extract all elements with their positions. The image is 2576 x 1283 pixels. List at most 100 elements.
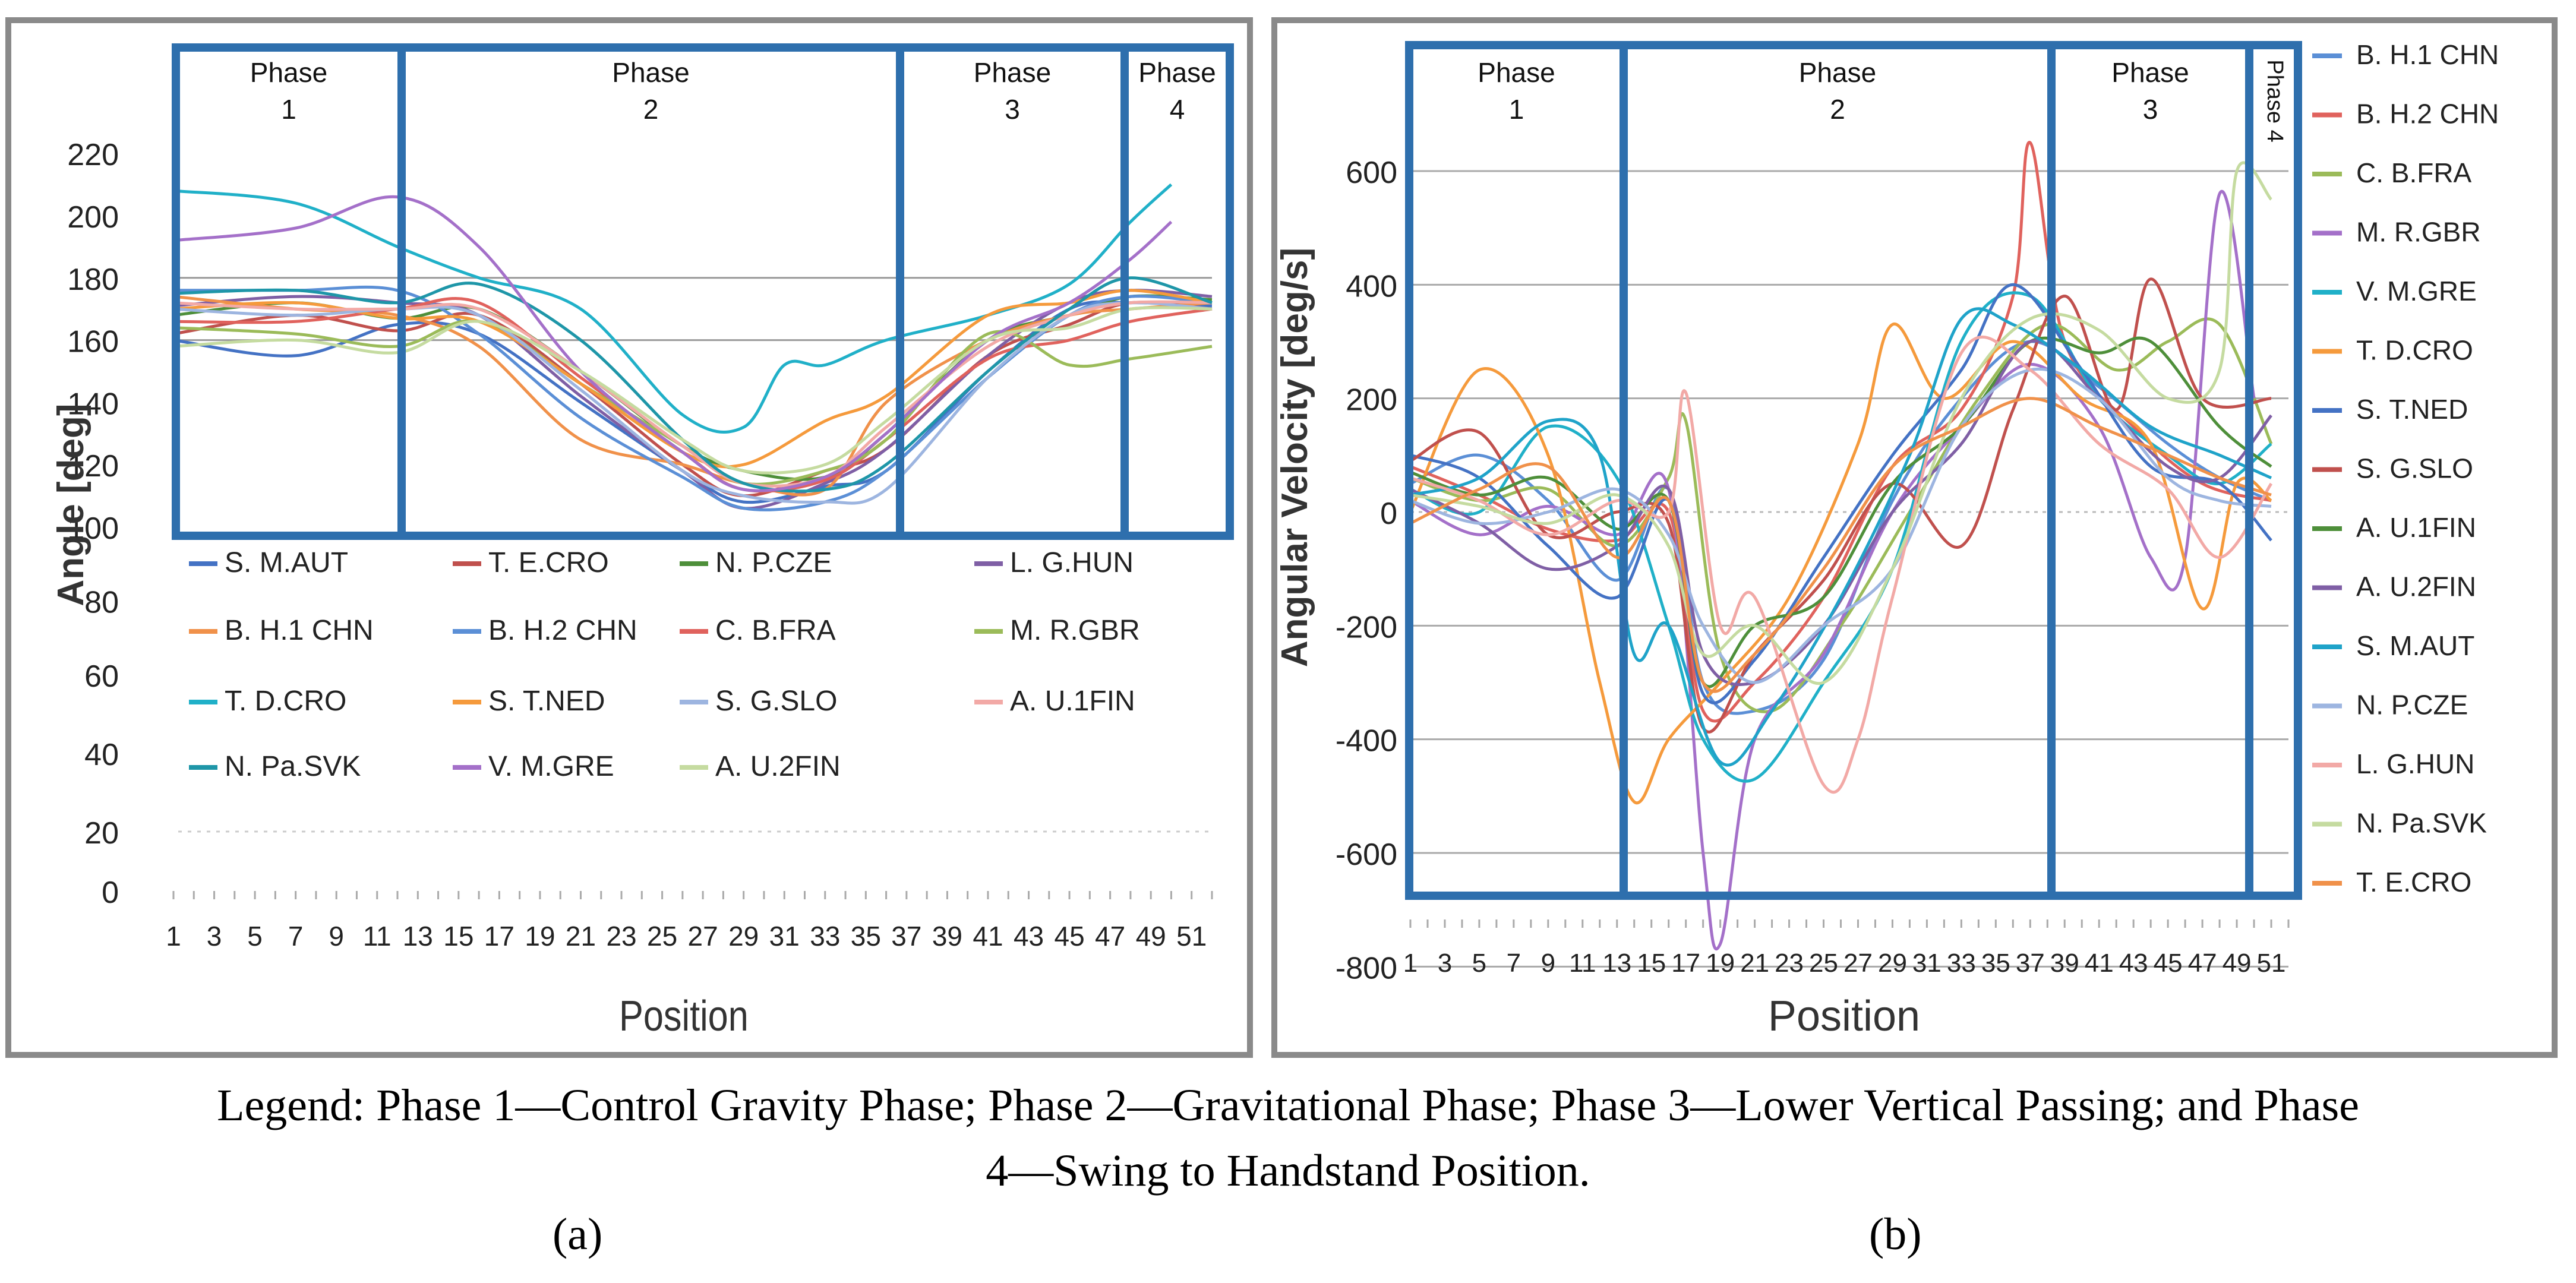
legend-entry: N. P.CZE	[2356, 690, 2468, 720]
legend-entry: B. H.2 CHN	[488, 615, 637, 646]
y-tick-label: 160	[67, 325, 119, 359]
x-tick-label: 9	[329, 921, 344, 952]
legend-entry: S. T.NED	[488, 685, 605, 717]
series-line	[1410, 161, 2272, 685]
x-tick-label: 7	[1507, 949, 1521, 978]
phase-label: Phase	[1799, 57, 1876, 88]
legend-entry: T. E.CRO	[488, 547, 609, 579]
legend-entry: S. G.SLO	[2356, 453, 2473, 484]
series-line	[173, 183, 1173, 434]
series-line	[1410, 283, 2272, 704]
y-tick-label: -800	[1336, 951, 1397, 985]
y-tick-label: 0	[1380, 497, 1397, 531]
legend-entry: S. G.SLO	[715, 685, 837, 717]
x-tick-label: 3	[1438, 949, 1452, 978]
series-line	[1410, 368, 2272, 684]
series-line	[173, 195, 1173, 492]
legend-entry: C. B.FRA	[715, 615, 836, 646]
legend-entry: T. D.CRO	[2356, 335, 2473, 366]
x-tick-label: 13	[1602, 949, 1631, 978]
x-tick-label: 39	[2050, 949, 2079, 978]
legend-entry: B. H.1 CHN	[2356, 39, 2499, 70]
series-line	[1410, 336, 2273, 794]
x-tick-label: 11	[1569, 949, 1596, 978]
x-tick-label: 17	[1671, 949, 1700, 978]
x-tick-label: 9	[1541, 949, 1555, 978]
x-tick-label: 11	[363, 921, 392, 952]
x-tick-label: 5	[1472, 949, 1486, 978]
x-tick-label: 23	[606, 921, 636, 952]
legend-entry: S. M.AUT	[225, 547, 348, 579]
series-line	[173, 306, 1213, 475]
x-tick-label: 51	[1176, 921, 1207, 952]
legend-entry: S. M.AUT	[2356, 630, 2474, 661]
y-tick-label: 400	[1346, 269, 1397, 304]
phase-label: Phase	[2111, 57, 2189, 88]
x-tick-label: 37	[891, 921, 921, 952]
phase-number: 3	[2143, 94, 2158, 125]
y-axis-title: Angle [deg]	[50, 404, 91, 606]
phase-label: Phase	[612, 57, 689, 88]
legend-entry: V. M.GRE	[2356, 276, 2477, 306]
y-tick-label: 0	[102, 876, 119, 910]
x-tick-label: 15	[443, 921, 473, 952]
caption-line-1: Legend: Phase 1—Control Gravity Phase; P…	[217, 1080, 2359, 1130]
x-tick-label: 49	[1136, 921, 1166, 952]
phase-label: Phase	[974, 57, 1051, 88]
x-tick-label: 19	[525, 921, 555, 952]
y-tick-label: 200	[1346, 383, 1397, 418]
legend-entry: S. T.NED	[2356, 394, 2468, 425]
legend-entry: L. G.HUN	[2356, 748, 2474, 779]
legend-entry: N. Pa.SVK	[2356, 808, 2487, 839]
legend-entry: N. P.CZE	[715, 547, 832, 579]
x-axis-title: Position	[1768, 993, 1920, 1040]
x-tick-label: 35	[1981, 949, 2010, 978]
panel-b-label: (b)	[1869, 1209, 1922, 1259]
legend-entry: A. U.2FIN	[2356, 571, 2476, 602]
x-tick-label: 29	[1878, 949, 1907, 978]
y-tick-label: 40	[84, 738, 119, 772]
y-tick-label: -600	[1336, 838, 1397, 872]
x-tick-label: 35	[851, 921, 881, 952]
y-tick-label: 600	[1346, 156, 1397, 190]
phase-label: Phase	[1478, 57, 1555, 88]
y-tick-label: -200	[1336, 610, 1397, 644]
x-tick-label: 23	[1775, 949, 1804, 978]
legend-entry: B. H.2 CHN	[2356, 99, 2499, 129]
phase-number: 1	[1509, 94, 1524, 125]
legend-entry: C. B.FRA	[2356, 157, 2472, 188]
x-tick-label: 5	[247, 921, 263, 952]
phase-label: Phase	[1138, 57, 1216, 88]
x-tick-label: 41	[2085, 949, 2114, 978]
legend-entry: A. U.1FIN	[2356, 512, 2476, 543]
x-tick-label: 33	[810, 921, 840, 952]
x-tick-label: 1	[1403, 949, 1418, 978]
x-tick-label: 51	[2257, 949, 2286, 978]
phase-label: Phase	[250, 57, 327, 88]
x-tick-label: 21	[1740, 949, 1769, 978]
y-tick-label: 20	[84, 816, 119, 851]
x-tick-label: 45	[1054, 921, 1084, 952]
x-tick-label: 1	[166, 921, 181, 952]
legend-entry: B. H.1 CHN	[225, 615, 374, 646]
x-tick-label: 21	[566, 921, 596, 952]
y-tick-label: 80	[84, 586, 119, 620]
x-tick-label: 41	[973, 921, 1003, 952]
x-tick-label: 27	[1843, 949, 1873, 978]
x-tick-label: 31	[1912, 949, 1942, 978]
y-tick-label: 100	[67, 511, 119, 546]
panel-a-label: (a)	[553, 1209, 603, 1259]
legend-entry: M. R.GBR	[2356, 217, 2481, 248]
x-tick-label: 49	[2223, 949, 2252, 978]
series-line	[1409, 397, 2272, 693]
legend-entry: T. D.CRO	[225, 685, 346, 717]
legend-entry: A. U.1FIN	[1010, 685, 1135, 717]
x-tick-label: 45	[2154, 949, 2183, 978]
y-tick-label: 200	[67, 200, 119, 235]
x-tick-label: 15	[1637, 949, 1666, 978]
x-tick-label: 25	[647, 921, 677, 952]
legend-entry: N. Pa.SVK	[225, 751, 361, 782]
x-tick-label: 31	[769, 921, 800, 952]
